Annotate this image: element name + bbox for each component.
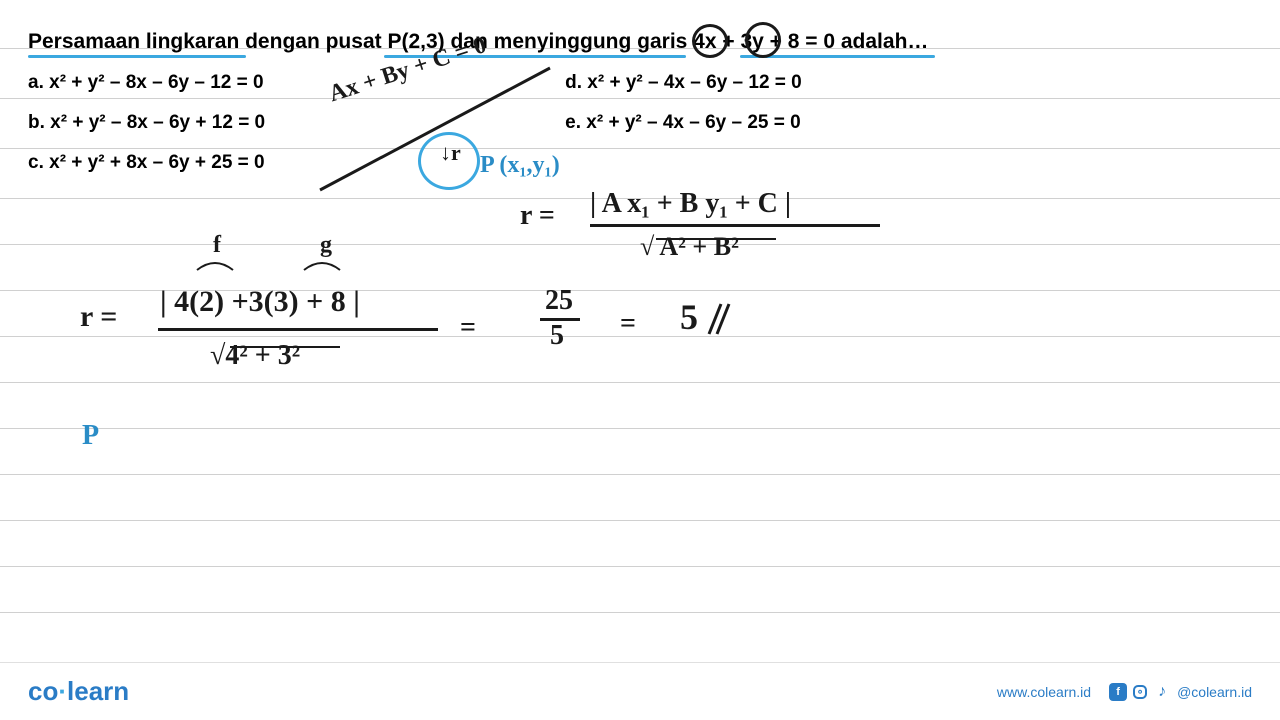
annot-r-formula-eq: r = — [520, 200, 555, 232]
option-c: c. x² + y² + 8x – 6y + 25 = 0 — [28, 152, 265, 174]
frac-bar-1 — [590, 224, 880, 227]
annot-calc-frac-den: 5 — [550, 320, 564, 352]
option-b: b. x² + y² – 8x – 6y + 12 = 0 — [28, 112, 265, 134]
annot-calc-r: r = — [80, 300, 117, 334]
circle-point-p — [418, 132, 480, 190]
sqrt-bar-1 — [656, 238, 776, 240]
question-text: Persamaan lingkaran dengan pusat P(2,3) … — [28, 30, 1252, 54]
underline-1 — [28, 55, 246, 58]
annot-calc-den: √4² + 3² — [210, 340, 300, 372]
double-slash — [705, 300, 735, 340]
option-e: e. x² + y² – 4x – 6y – 25 = 0 — [565, 112, 802, 134]
circle-3y — [745, 22, 781, 58]
frac-bar-3 — [540, 318, 580, 321]
brand-co: co — [28, 676, 58, 706]
circle-4x — [692, 24, 728, 58]
annot-calc-eq1: = — [460, 312, 476, 344]
brand-logo: co·learn — [28, 676, 129, 707]
options-container: a. x² + y² – 8x – 6y – 12 = 0 b. x² + y²… — [28, 72, 1252, 174]
content-area: Persamaan lingkaran dengan pusat P(2,3) … — [0, 0, 1280, 174]
tiktok-icon: ♪ — [1153, 683, 1171, 701]
sqrt-bar-2 — [230, 346, 340, 348]
annot-p-alone: P — [82, 420, 99, 452]
annot-label-g: g — [320, 232, 332, 259]
annot-p-label: P (x₁,y₁) — [480, 152, 560, 179]
arc-g — [302, 258, 342, 273]
option-d: d. x² + y² – 4x – 6y – 12 = 0 — [565, 72, 802, 94]
arc-f — [195, 258, 235, 273]
option-a: a. x² + y² – 8x – 6y – 12 = 0 — [28, 72, 265, 94]
brand-dot: · — [58, 676, 67, 706]
brand-learn: learn — [67, 676, 129, 706]
annot-r-formula-num: | A x₁ + B y₁ + C | — [590, 188, 791, 220]
options-right-col: d. x² + y² – 4x – 6y – 12 = 0 e. x² + y²… — [565, 72, 802, 174]
annot-calc-result: 5 — [680, 296, 698, 338]
annot-label-f: f — [213, 232, 221, 259]
footer-right: www.colearn.id f ∘ ♪ @colearn.id — [997, 683, 1252, 701]
instagram-icon: ∘ — [1133, 685, 1147, 699]
annot-calc-num: | 4(2) +3(3) + 8 | — [160, 285, 360, 319]
options-left-col: a. x² + y² – 8x – 6y – 12 = 0 b. x² + y²… — [28, 72, 265, 174]
annot-r-formula-den: √ A² + B² — [640, 232, 739, 262]
annot-calc-frac-num: 25 — [545, 285, 573, 317]
social-icons: f ∘ ♪ @colearn.id — [1109, 683, 1252, 701]
footer: co·learn www.colearn.id f ∘ ♪ @colearn.i… — [0, 662, 1280, 720]
annot-calc-eq2: = — [620, 308, 636, 340]
frac-bar-2 — [158, 328, 438, 331]
footer-url: www.colearn.id — [997, 684, 1091, 700]
facebook-icon: f — [1109, 683, 1127, 701]
footer-handle: @colearn.id — [1177, 684, 1252, 700]
